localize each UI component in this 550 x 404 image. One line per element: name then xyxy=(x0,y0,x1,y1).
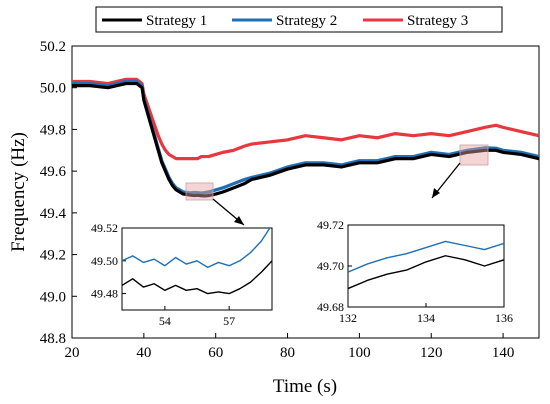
zoom-arrow-head-2 xyxy=(432,188,440,198)
x-tick-label: 100 xyxy=(348,345,371,361)
inset-2-frame xyxy=(347,224,505,308)
inset-series-line xyxy=(122,228,271,269)
zoom-annotations xyxy=(185,144,489,226)
y-tick-label: 49.2 xyxy=(40,248,66,264)
inset-line-group xyxy=(122,228,272,295)
zoom-arrow-head-1 xyxy=(234,216,244,225)
inset-y-tick-label: 49.50 xyxy=(91,254,118,268)
inset-y-tick-label: 49.72 xyxy=(317,218,344,232)
x-tick-label: 80 xyxy=(280,345,295,361)
inset-y-tick-label: 49.48 xyxy=(91,287,118,301)
y-tick-label: 49.0 xyxy=(40,289,66,305)
x-axis-title: Time (s) xyxy=(273,376,337,397)
zoom-region-2 xyxy=(459,144,489,166)
y-tick-label: 49.6 xyxy=(40,164,67,180)
series-line-strategy-3 xyxy=(72,77,540,161)
legend-box xyxy=(95,6,503,33)
x-tick-label: 60 xyxy=(208,345,223,361)
zoom-region-1 xyxy=(185,182,214,201)
inset-2-ticks: 132 134 136 49.68 49.70 49.72 xyxy=(317,218,513,325)
inset-x-tick-label: 136 xyxy=(495,311,513,325)
inset-y-tick-label: 49.52 xyxy=(91,221,118,235)
inset-plot-2: 132 134 136 49.68 49.70 49.72 xyxy=(317,218,513,325)
x-tick-label: 120 xyxy=(420,345,443,361)
y-tick-label: 50.0 xyxy=(40,81,66,97)
inset-series-line xyxy=(348,255,504,290)
legend: Strategy 1 Strategy 2 Strategy 3 xyxy=(95,6,503,33)
inset-plot-1: 54 57 49.48 49.50 49.52 xyxy=(91,221,273,328)
inset-1-ticks: 54 57 49.48 49.50 49.52 xyxy=(91,221,235,328)
x-tick-label: 140 xyxy=(492,345,515,361)
inset-series-line xyxy=(122,260,272,295)
inset-x-tick-label: 134 xyxy=(417,311,435,325)
inset-y-tick-label: 49.70 xyxy=(317,259,344,273)
inset-x-tick-label: 57 xyxy=(223,314,235,328)
y-axis-title: Frequency (Hz) xyxy=(8,132,29,252)
main-plot: 20 40 60 80 100 120 140 48.8 49.0 49.2 49.4 49.6 49.… xyxy=(40,39,540,361)
y-tick-label: 49.8 xyxy=(40,122,66,138)
main-axis-ticks: 20 40 60 80 100 120 140 48.8 49.0 49.2 49.4 49.6 49.… xyxy=(40,39,515,361)
inset-y-tick-label: 49.68 xyxy=(317,300,344,314)
inset-x-tick-label: 54 xyxy=(159,314,171,328)
main-series-lines xyxy=(72,77,540,198)
x-tick-label: 40 xyxy=(136,345,151,361)
y-tick-label: 50.2 xyxy=(40,39,66,55)
legend-label-strategy-3: Strategy 3 xyxy=(407,13,468,29)
x-tick-label: 20 xyxy=(65,345,80,361)
y-tick-label: 48.8 xyxy=(40,331,66,347)
inset-1-lines xyxy=(122,228,272,295)
inset-line-group xyxy=(348,240,504,290)
inset-2-lines xyxy=(348,240,504,290)
plot-frame xyxy=(71,45,540,339)
inset-x-tick-label: 132 xyxy=(339,311,357,325)
inset-1-frame xyxy=(121,227,273,311)
inset-series-line xyxy=(348,240,504,273)
legend-label-strategy-1: Strategy 1 xyxy=(146,13,207,29)
series-line-strategy-1 xyxy=(72,81,540,198)
y-tick-label: 49.4 xyxy=(40,206,67,222)
legend-label-strategy-2: Strategy 2 xyxy=(276,13,337,29)
